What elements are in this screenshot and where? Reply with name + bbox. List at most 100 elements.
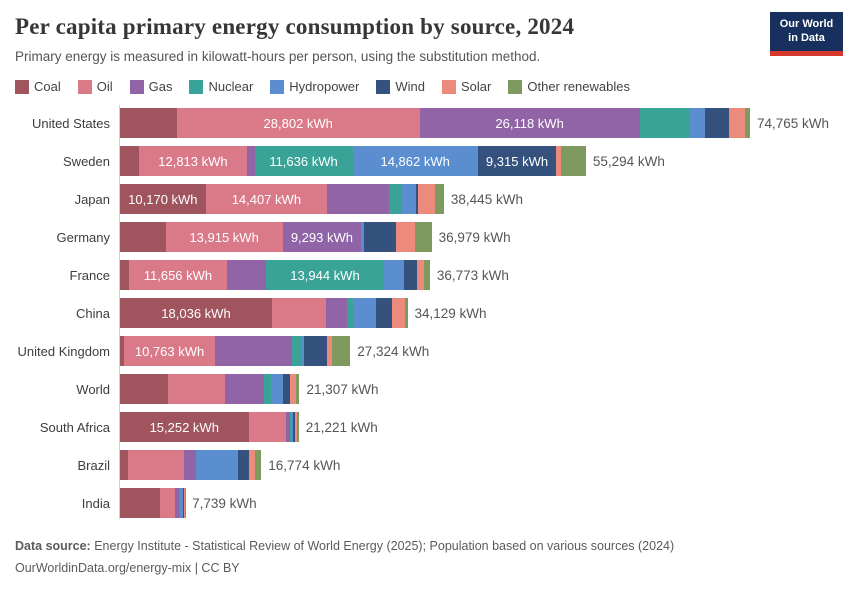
bar-segment-oil[interactable]: 12,813 kWh [138,146,247,176]
bar-segment-gas[interactable] [326,298,348,328]
bar-segment-hydropower[interactable]: 14,862 kWh [352,146,478,176]
bar-segment-other-renewables[interactable] [560,146,586,176]
bar-segment-hydropower[interactable] [361,222,365,252]
bar-segment-other-renewables[interactable] [414,222,432,252]
bar-segment-gas[interactable]: 26,118 kWh [419,108,640,138]
bar-segment-oil[interactable]: 10,763 kWh [124,336,215,366]
bar-segment-hydropower[interactable] [401,184,416,214]
bar-segment-nuclear[interactable] [289,412,293,442]
bar-segment-hydropower[interactable] [690,108,705,138]
bar-segment-other-renewables[interactable] [404,298,408,328]
bar-segment-coal[interactable] [120,450,128,480]
bar-segment-wind[interactable] [283,374,290,404]
bar-segment-wind[interactable] [364,222,397,252]
bar-segment-gas[interactable] [327,184,389,214]
bar-segment-coal[interactable] [120,146,139,176]
bar-segment-solar[interactable] [556,146,561,176]
bar-segment-gas[interactable] [225,374,265,404]
bar-segment-other-renewables[interactable] [297,412,299,442]
bar-segment-oil[interactable]: 11,656 kWh [128,260,228,290]
bar-segment-solar[interactable] [728,108,746,138]
bar-segment-nuclear[interactable] [178,488,180,518]
bar-segment-wind[interactable] [292,412,296,442]
bar-segment-nuclear[interactable]: 11,636 kWh [254,146,353,176]
bar-segment-nuclear[interactable] [639,108,691,138]
bar-segment-coal[interactable] [120,108,177,138]
bar-segment-hydropower[interactable] [302,336,305,366]
legend-item-hydropower[interactable]: Hydropower [270,79,359,94]
legend-swatch [77,79,92,94]
bar-segment-nuclear[interactable] [264,374,272,404]
bar-total-label: 36,773 kWh [436,267,509,283]
bar-segment-wind[interactable] [304,336,327,366]
bar-segment-nuclear[interactable] [292,336,303,366]
bar-segment-wind[interactable] [238,450,249,480]
bar-segment-gas[interactable]: 9,293 kWh [282,222,362,252]
bar-segment-other-renewables[interactable] [254,450,262,480]
bar-segment-coal[interactable] [120,374,169,404]
legend-item-gas[interactable]: Gas [129,79,172,94]
bar-segment-solar[interactable] [183,488,185,518]
legend-item-other-renewables[interactable]: Other renewables [508,79,630,94]
bar-segment-gas[interactable] [286,412,290,442]
bar-segment-wind[interactable] [182,488,184,518]
bar-segment-solar[interactable] [289,374,296,404]
bar-segment-wind[interactable] [704,108,729,138]
footer-license-link[interactable]: OurWorldinData.org/energy-mix | CC BY [15,560,240,575]
owid-logo[interactable]: Our World in Data [770,12,843,56]
legend-item-wind[interactable]: Wind [376,79,425,94]
bar-segment-hydropower[interactable] [383,260,404,290]
bar-segment-solar[interactable] [248,450,255,480]
bar-segment-hydropower[interactable] [196,450,239,480]
bar-segment-gas[interactable] [214,336,293,366]
bar-segment-coal[interactable] [120,488,160,518]
bar-segment-gas[interactable] [184,450,196,480]
legend-item-oil[interactable]: Oil [77,79,113,94]
bar-segment-coal[interactable]: 10,170 kWh [120,184,206,214]
bar-segment-coal[interactable]: 15,252 kWh [120,412,249,442]
bar-segment-other-renewables[interactable] [331,336,351,366]
bar-segment-other-renewables[interactable] [745,108,750,138]
bar-segment-oil[interactable] [159,488,176,518]
bar-segment-oil[interactable]: 14,407 kWh [205,184,328,214]
bar-segment-wind[interactable] [403,260,417,290]
bar-segment-other-renewables[interactable] [423,260,430,290]
bar-segment-coal[interactable] [120,336,125,366]
bar-segment-oil[interactable] [271,298,327,328]
bar-segment-oil[interactable] [248,412,287,442]
bar-segment-wind[interactable]: 9,315 kWh [477,146,557,176]
bar-segment-solar[interactable] [417,184,435,214]
bar-segment-oil[interactable] [127,450,185,480]
bar-segment-oil[interactable] [168,374,226,404]
bar-segment-hydropower[interactable] [179,488,183,518]
bar-segment-gas[interactable] [246,146,255,176]
bar-segment-nuclear[interactable] [388,184,402,214]
bar-segment-solar[interactable] [392,298,405,328]
bar-segment-hydropower[interactable] [271,374,284,404]
bar-segment-hydropower[interactable] [292,412,293,442]
bar-segment-nuclear[interactable] [195,450,197,480]
bar-segment-solar[interactable] [396,222,415,252]
bar-segment-other-renewables[interactable] [434,184,444,214]
bar-segment-solar[interactable] [326,336,332,366]
bar-segment-oil[interactable]: 13,915 kWh [165,222,283,252]
bar-segment-coal[interactable] [120,222,166,252]
bar-segment-gas[interactable] [175,488,179,518]
bar-segment-nuclear[interactable] [347,298,353,328]
bar-segment-wind[interactable] [376,298,393,328]
bar-segment-solar[interactable] [417,260,424,290]
legend-item-nuclear[interactable]: Nuclear [189,79,253,94]
bar-segment-coal[interactable]: 18,036 kWh [120,298,272,328]
bar-segment-nuclear[interactable]: 13,944 kWh [266,260,384,290]
legend-label: Solar [461,79,492,94]
bar-segment-solar[interactable] [295,412,298,442]
bar-segment-other-renewables[interactable] [295,374,300,404]
legend-item-coal[interactable]: Coal [15,79,61,94]
bar-segment-hydropower[interactable] [352,298,377,328]
bar-segment-gas[interactable] [227,260,267,290]
legend-item-solar[interactable]: Solar [442,79,491,94]
bar-segment-oil[interactable]: 28,802 kWh [176,108,420,138]
bar-segment-wind[interactable] [415,184,418,214]
bar-total-label: 21,221 kWh [305,419,378,435]
bar-segment-coal[interactable] [120,260,129,290]
